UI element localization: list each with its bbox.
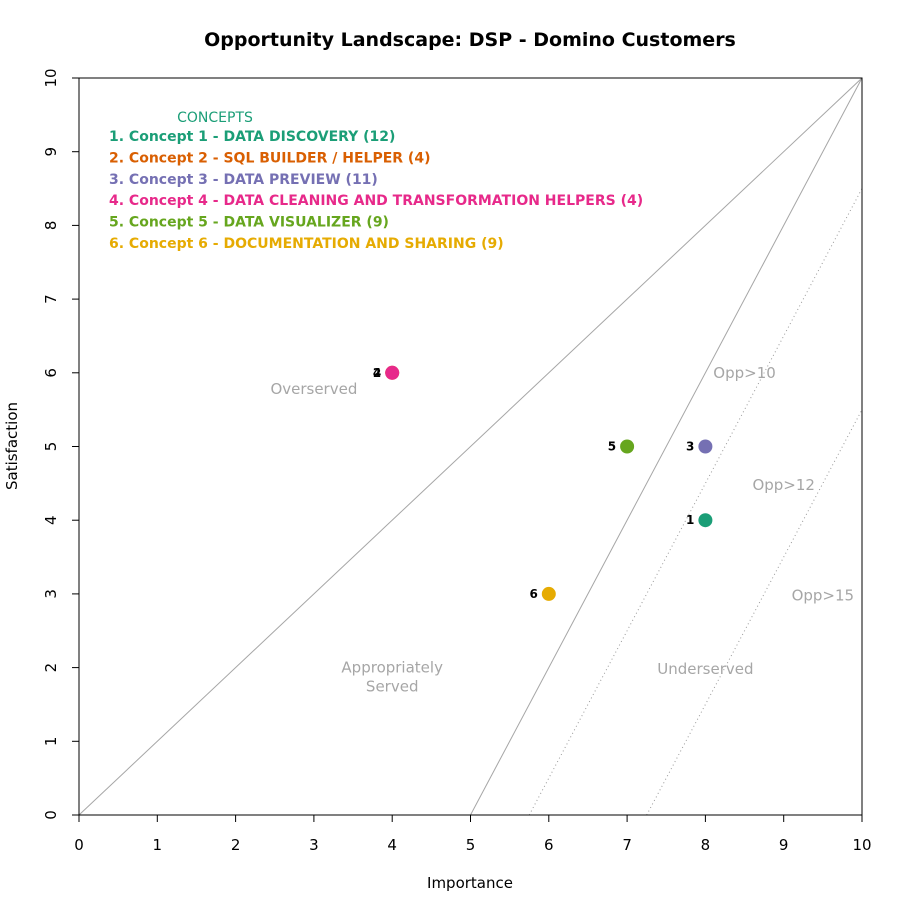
x-tick-label: 1 (153, 836, 163, 854)
y-tick-label: 9 (42, 147, 60, 157)
annotation-underserved: Underserved (657, 660, 753, 678)
y-tick-label: 5 (42, 442, 60, 452)
y-tick-label: 1 (42, 737, 60, 747)
annotation-opp-15: Opp>15 (792, 586, 855, 604)
point-label-6: 6 (529, 587, 537, 601)
legend-title: CONCEPTS (177, 110, 253, 126)
point-label-4: 4 (373, 366, 381, 380)
x-tick-label: 0 (74, 836, 84, 854)
legend-item-4: 4. Concept 4 - DATA CLEANING AND TRANSFO… (109, 193, 643, 209)
y-tick-label: 7 (42, 294, 60, 304)
y-axis-label: Satisfaction (3, 402, 21, 490)
y-tick-label: 6 (42, 368, 60, 378)
y-tick-label: 10 (42, 68, 60, 87)
line-opp-15 (646, 409, 863, 816)
legend-item-3: 3. Concept 3 - DATA PREVIEW (11) (109, 172, 378, 188)
annotation-opp-10: Opp>10 (713, 364, 776, 382)
point-concept-1 (698, 513, 713, 528)
annotation-opp-12: Opp>12 (752, 476, 815, 494)
point-label-2: 2 (373, 366, 381, 380)
line-diagonal (78, 77, 863, 816)
chart-title: Opportunity Landscape: DSP - Domino Cust… (204, 29, 736, 51)
reference-lines (78, 77, 863, 816)
y-axis: 0 1 2 3 4 5 6 7 8 9 10 (42, 68, 79, 820)
legend-item-1: 1. Concept 1 - DATA DISCOVERY (12) (109, 129, 395, 145)
point-label-5: 5 (608, 440, 616, 454)
x-tick-label: 9 (779, 836, 789, 854)
legend-items: 1. Concept 1 - DATA DISCOVERY (12) 2. Con… (109, 129, 643, 252)
annotation-appropriately-served: Appropriately Served (341, 659, 443, 696)
y-tick-label: 4 (42, 515, 60, 525)
x-tick-label: 8 (701, 836, 711, 854)
y-tick-label: 2 (42, 663, 60, 673)
legend-item-6: 6. Concept 6 - DOCUMENTATION AND SHARING… (109, 236, 504, 252)
y-tick-label: 8 (42, 221, 60, 231)
point-concept-4 (385, 365, 400, 380)
point-label-1: 1 (686, 513, 694, 527)
legend: CONCEPTS 1. Concept 1 - DATA DISCOVERY (… (109, 110, 643, 252)
y-tick-label: 0 (42, 810, 60, 820)
x-axis-label: Importance (427, 874, 513, 892)
x-tick-label: 3 (309, 836, 319, 854)
annotation-overserved: Overserved (270, 380, 357, 398)
x-tick-label: 10 (852, 836, 871, 854)
y-tick-label: 3 (42, 589, 60, 599)
point-concept-5 (620, 439, 635, 454)
region-annotations: Overserved Appropriately Served Underserved… (270, 364, 854, 696)
x-axis: 0 1 2 3 4 5 6 7 8 9 10 (74, 815, 872, 854)
line-underserved-boundary (470, 77, 863, 816)
point-concept-3 (698, 439, 713, 454)
x-tick-label: 4 (387, 836, 397, 854)
legend-item-2: 2. Concept 2 - SQL BUILDER / HELPER (4) (109, 150, 430, 166)
point-label-3: 3 (686, 440, 694, 454)
data-points: 1 2 3 4 5 6 (373, 365, 713, 601)
point-concept-6 (541, 586, 556, 601)
legend-item-5: 5. Concept 5 - DATA VISUALIZER (9) (109, 215, 389, 231)
x-tick-label: 2 (231, 836, 241, 854)
x-tick-label: 5 (466, 836, 476, 854)
line-opp-10 (528, 188, 863, 816)
x-tick-label: 6 (544, 836, 554, 854)
x-tick-label: 7 (622, 836, 632, 854)
